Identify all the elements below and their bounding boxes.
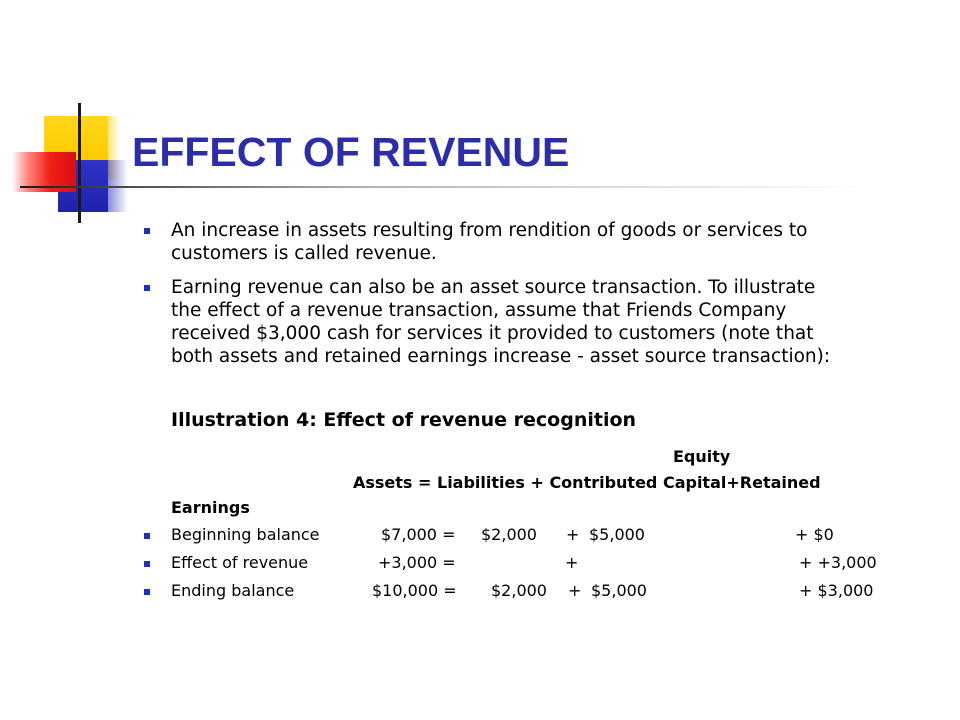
bullet-marker [144,561,150,567]
table-row: Effect of revenue +3,000 = + + +3,000 [0,553,960,575]
bullet-marker [144,228,150,234]
liabilities-value: $2,000 [481,525,537,544]
retained-earnings-value: + $3,000 [799,581,874,600]
retained-earnings-value: + $0 [795,525,834,544]
bullet-paragraph: Earning revenue can also be an asset sou… [171,276,931,368]
bullet-marker [144,285,150,291]
paragraph-line: both assets and retained earnings increa… [171,346,831,367]
earnings-header: Earnings [171,498,250,517]
accounting-equation-header: Assets = Liabilities + Contributed Capit… [353,473,821,492]
row-label: Ending balance [171,581,295,600]
decor-red-square [12,152,76,192]
retained-earnings-value: + +3,000 [799,553,877,572]
plus-sign: + [726,473,740,492]
equity-column-header: Equity [673,447,731,466]
assets-value: $7,000 = [381,525,456,544]
illustration-heading: Illustration 4: Effect of revenue recogn… [171,409,637,431]
paragraph-line: received $3,000 cash for services it pro… [171,323,814,344]
title-underline [20,186,868,188]
paragraph-line: Earning revenue can also be an asset sou… [171,277,816,298]
liabilities-header: Liabilities [437,473,525,492]
paragraph-line: the effect of a revenue transaction, ass… [171,300,787,321]
table-row: Beginning balance $7,000 = $2,000 + $5,0… [0,525,960,547]
paragraph-line: An increase in assets resulting from ren… [171,220,808,241]
plus-sign: + [565,553,579,572]
liabilities-value: $2,000 [491,581,547,600]
assets-header: Assets [353,473,413,492]
table-row: Ending balance $10,000 = $2,000 + $5,000… [0,581,960,603]
plus-sign: + [524,473,550,492]
equals-sign: = [412,473,437,492]
bullet-marker [144,589,150,595]
plus-sign: + [568,581,582,600]
contributed-capital-value: $5,000 [591,581,647,600]
contributed-capital-value: $5,000 [589,525,645,544]
contributed-capital-header: Contributed Capital [549,473,727,492]
retained-header: Retained [739,473,821,492]
paragraph-line: customers is called revenue. [171,243,437,264]
assets-value: +3,000 = [378,553,456,572]
bullet-paragraph: An increase in assets resulting from ren… [171,219,931,265]
bullet-marker [144,533,150,539]
assets-value: $10,000 = [372,581,457,600]
decor-vertical-line [78,103,81,223]
plus-sign: + [566,525,580,544]
row-label: Beginning balance [171,525,320,544]
slide-title: EFFECT OF REVENUE [132,129,570,175]
row-label: Effect of revenue [171,553,309,572]
